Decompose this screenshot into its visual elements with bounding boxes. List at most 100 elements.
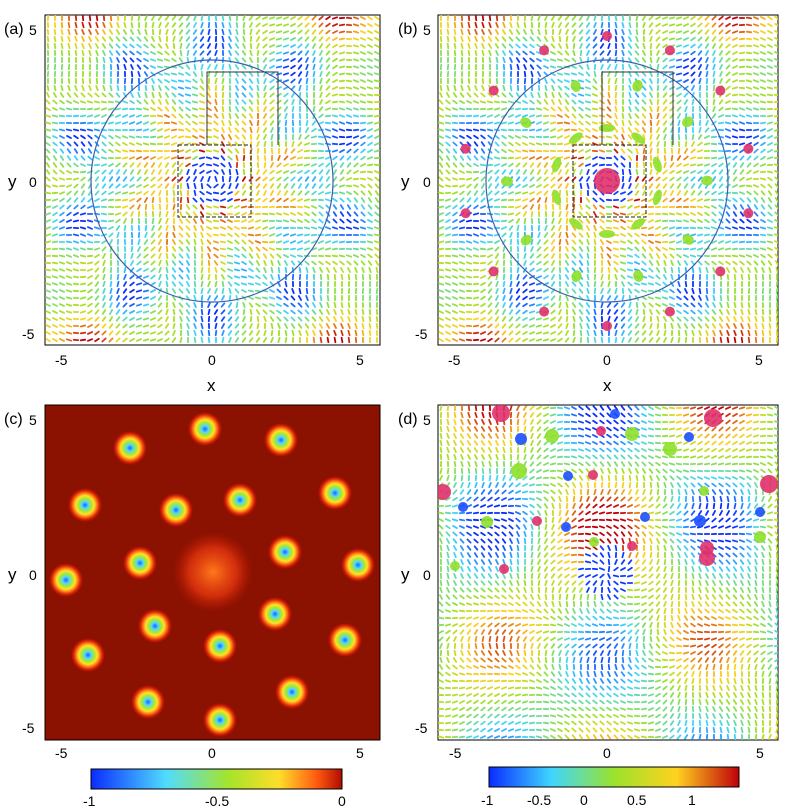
field-arrow xyxy=(66,211,72,217)
field-arrow xyxy=(65,128,73,132)
field-arrow xyxy=(122,100,128,104)
field-arrow xyxy=(753,23,759,27)
field-arrow xyxy=(282,51,290,55)
field-arrow xyxy=(59,177,65,181)
field-arrow xyxy=(592,204,598,210)
field-arrow xyxy=(704,406,710,410)
field-arrow xyxy=(494,323,500,329)
field-arrow xyxy=(290,71,296,77)
field-arrow xyxy=(193,309,197,315)
field-arrow xyxy=(690,426,696,432)
field-arrow xyxy=(530,419,534,425)
field-arrow xyxy=(459,162,465,168)
field-arrow xyxy=(711,128,717,132)
field-arrow xyxy=(556,65,564,69)
field-arrow xyxy=(465,247,473,251)
field-arrow xyxy=(578,246,584,252)
field-arrow xyxy=(690,50,696,56)
field-arrow xyxy=(635,28,639,36)
field-arrow xyxy=(122,141,128,147)
field-arrow xyxy=(704,205,710,209)
field-arrow xyxy=(620,162,626,168)
field-arrow xyxy=(178,162,184,168)
field-arrow xyxy=(193,63,197,71)
field-arrow xyxy=(248,219,254,223)
field-arrow xyxy=(677,266,681,274)
field-arrow xyxy=(690,148,696,154)
field-arrow xyxy=(676,176,682,182)
field-arrow xyxy=(58,114,66,118)
field-arrow xyxy=(549,58,557,62)
field-arrow xyxy=(515,162,521,168)
field-arrow xyxy=(66,92,72,98)
field-arrow xyxy=(738,100,746,104)
meron-spot xyxy=(700,175,713,186)
field-arrow xyxy=(774,183,778,189)
field-arrow xyxy=(501,29,507,35)
field-arrow xyxy=(591,100,599,104)
field-arrow xyxy=(198,149,206,153)
field-arrow xyxy=(480,309,486,315)
field-arrow xyxy=(558,28,562,36)
field-arrow xyxy=(606,121,612,125)
field-arrow xyxy=(116,63,120,71)
field-arrow xyxy=(711,15,717,21)
field-arrow xyxy=(718,323,724,329)
panel-b: (b) 5 0 -5 y -5 0 5 x xyxy=(398,14,779,395)
field-arrow xyxy=(151,196,155,204)
field-arrow xyxy=(501,36,507,42)
field-arrow xyxy=(220,316,226,322)
field-arrow xyxy=(697,43,703,49)
field-arrow xyxy=(79,317,87,321)
field-arrow xyxy=(698,329,702,337)
field-arrow xyxy=(585,149,591,153)
field-arrow xyxy=(522,405,528,411)
field-arrow xyxy=(297,309,303,315)
field-arrow xyxy=(572,210,576,218)
field-arrow xyxy=(761,322,765,330)
field-arrow xyxy=(374,260,380,266)
field-arrow xyxy=(165,252,169,260)
field-arrow xyxy=(170,156,178,160)
field-arrow xyxy=(73,100,79,104)
field-arrow xyxy=(704,260,710,266)
field-arrow xyxy=(241,134,247,140)
field-arrow xyxy=(487,274,493,280)
panel-c: (c) 5 0 -5 y -5 0 5 -1 -0.5 0 xyxy=(4,404,381,809)
field-arrow xyxy=(108,162,114,168)
field-arrow xyxy=(268,296,276,300)
field-arrow xyxy=(367,29,373,34)
field-arrow xyxy=(277,273,281,281)
field-arrow xyxy=(268,212,276,216)
field-arrow xyxy=(628,28,632,35)
field-arrow xyxy=(135,282,143,286)
field-arrow xyxy=(578,113,584,119)
field-arrow xyxy=(191,100,199,104)
field-arrow xyxy=(515,309,521,315)
field-arrow xyxy=(614,105,618,113)
field-arrow xyxy=(185,246,191,252)
field-arrow xyxy=(767,260,773,266)
field-arrow xyxy=(775,266,778,274)
field-arrow xyxy=(74,85,78,91)
field-arrow xyxy=(661,212,669,216)
field-arrow xyxy=(375,315,379,323)
field-arrow xyxy=(634,419,640,425)
field-arrow xyxy=(717,156,725,160)
field-arrow xyxy=(191,114,199,118)
field-arrow xyxy=(522,274,528,280)
field-arrow xyxy=(536,260,542,266)
field-arrow xyxy=(185,225,191,231)
field-arrow xyxy=(585,197,591,203)
panel-a-ylabel: y xyxy=(8,172,17,191)
field-arrow xyxy=(213,302,219,308)
field-arrow xyxy=(52,317,58,321)
field-arrow xyxy=(66,275,72,279)
field-arrow xyxy=(52,135,58,139)
field-arrow xyxy=(242,315,246,323)
field-arrow xyxy=(340,315,344,323)
field-arrow xyxy=(445,169,451,175)
field-arrow xyxy=(628,106,632,112)
field-arrow xyxy=(199,204,205,210)
field-arrow xyxy=(88,15,92,22)
